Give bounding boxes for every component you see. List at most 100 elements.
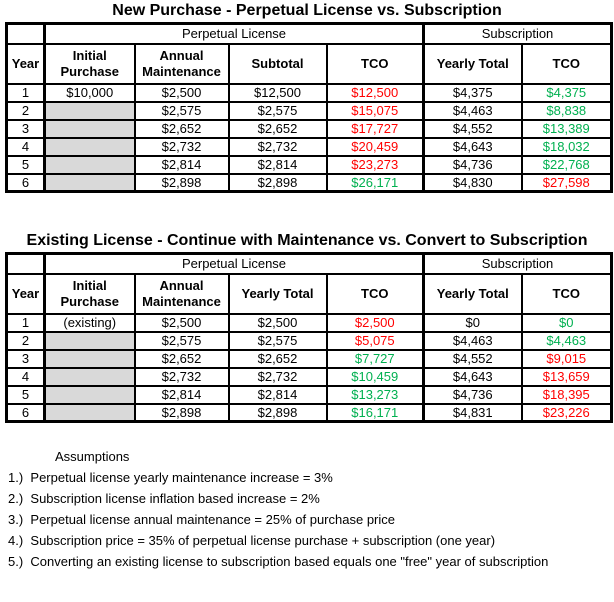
perpetual-tco-cell: $20,459 [325, 136, 425, 157]
subscription-yearly-total-cell: $4,643 [422, 366, 523, 387]
initial-purchase-cell [43, 348, 136, 369]
total-cell: $2,814 [227, 384, 328, 405]
initial-purchase-cell [43, 384, 136, 405]
assumptions-section: Assumptions 1.) Perpetual license yearly… [0, 447, 614, 572]
annual-maintenance-cell: $2,814 [133, 384, 230, 405]
subscription-yearly-total-cell: $4,463 [422, 100, 523, 121]
year-cell: 2 [5, 330, 46, 351]
table-row: 4 $2,732 $2,732 $10,459 $4,643 $13,659 [5, 366, 613, 387]
total-cell: $2,732 [227, 366, 328, 387]
existing-license-table-title: Existing License - Continue with Mainten… [26, 232, 588, 249]
subscription-yearly-total-cell: $4,643 [422, 136, 523, 157]
total-cell: $2,575 [227, 100, 328, 121]
table-row: 6 $2,898 $2,898 $16,171 $4,831 $23,226 [5, 402, 613, 423]
year-column-header: Year [5, 42, 46, 85]
year-cell: 2 [5, 100, 46, 121]
initial-purchase-cell [43, 330, 136, 351]
table-row: 1 (existing) $2,500 $2,500 $2,500 $0 $0 [5, 312, 613, 333]
assumption-item-3: 3.) Perpetual license annual maintenance… [8, 512, 395, 527]
perpetual-tco-cell: $15,075 [325, 100, 425, 121]
annual-maintenance-cell: $2,652 [133, 348, 230, 369]
total-cell: $2,732 [227, 136, 328, 157]
annual-maintenance-cell: $2,500 [133, 82, 230, 103]
perpetual-tco-cell: $17,727 [325, 118, 425, 139]
subtotal-column-header: Subtotal [227, 42, 328, 85]
subscription-tco-cell: $23,226 [520, 402, 613, 423]
perpetual-tco-cell: $5,075 [325, 330, 425, 351]
initial-purchase-cell [43, 402, 136, 423]
existing-license-table-body: 1 (existing) $2,500 $2,500 $2,500 $0 $0 2 $2,575… [5, 312, 613, 423]
assumption-item-5: 5.) Converting an existing license to su… [8, 554, 549, 569]
subscription-yearly-total-cell: $4,736 [422, 154, 523, 175]
initial-purchase-cell [43, 136, 136, 157]
year-cell: 1 [5, 312, 46, 333]
perpetual-tco-cell: $7,727 [325, 348, 425, 369]
table-row: 4 $2,732 $2,732 $20,459 $4,643 $18,032 [5, 136, 613, 157]
total-cell: $2,652 [227, 118, 328, 139]
table-row: 5 $2,814 $2,814 $23,273 $4,736 $22,768 [5, 154, 613, 175]
table-row: 2 $2,575 $2,575 $5,075 $4,463 $4,463 [5, 330, 613, 351]
perpetual-tco-cell: $13,273 [325, 384, 425, 405]
initial-purchase-cell [43, 172, 136, 193]
total-cell: $2,898 [227, 172, 328, 193]
initial-purchase-cell [43, 154, 136, 175]
subscription-tco-cell: $22,768 [520, 154, 613, 175]
initial-purchase-cell: $10,000 [43, 82, 136, 103]
subscription-tco-cell: $18,032 [520, 136, 613, 157]
subscription-tco-cell: $13,659 [520, 366, 613, 387]
year-cell: 5 [5, 154, 46, 175]
table-row: 5 $2,814 $2,814 $13,273 $4,736 $18,395 [5, 384, 613, 405]
subscription-yearly-total-cell: $4,830 [422, 172, 523, 193]
annual-maintenance-cell: $2,575 [133, 330, 230, 351]
corner-blank-cell [5, 22, 46, 45]
table-row: 3 $2,652 $2,652 $17,727 $4,552 $13,389 [5, 118, 613, 139]
perpetual-tco-cell: $2,500 [325, 312, 425, 333]
perpetual-tco-cell: $10,459 [325, 366, 425, 387]
table-row: 6 $2,898 $2,898 $26,171 $4,830 $27,598 [5, 172, 613, 193]
initial-purchase-column-header: Initial Purchase [43, 272, 136, 315]
perpetual-tco-cell: $12,500 [325, 82, 425, 103]
perpetual-tco-cell: $23,273 [325, 154, 425, 175]
column-header-row: Year Initial Purchase Annual Maintenance… [5, 272, 613, 315]
subscription-yearly-total-cell: $4,552 [422, 348, 523, 369]
total-cell: $2,575 [227, 330, 328, 351]
annual-maintenance-cell: $2,500 [133, 312, 230, 333]
group-header-row: Perpetual License Subscription [5, 252, 613, 275]
subscription-yearly-total-cell: $4,375 [422, 82, 523, 103]
annual-maintenance-cell: $2,732 [133, 366, 230, 387]
subscription-tco-cell: $18,395 [520, 384, 613, 405]
subscription-group-header: Subscription [422, 22, 613, 45]
perpetual-yearly-total-column-header: Yearly Total [227, 272, 328, 315]
assumptions-heading: Assumptions [55, 449, 130, 464]
annual-maintenance-cell: $2,898 [133, 402, 230, 423]
subscription-tco-cell: $0 [520, 312, 613, 333]
subscription-yearly-total-cell: $4,736 [422, 384, 523, 405]
column-header-row: Year Initial Purchase Annual Maintenance… [5, 42, 613, 85]
subscription-tco-cell: $9,015 [520, 348, 613, 369]
annual-maintenance-cell: $2,652 [133, 118, 230, 139]
perpetual-license-group-header: Perpetual License [42, 252, 425, 275]
subscription-group-header: Subscription [422, 252, 613, 275]
year-cell: 4 [5, 136, 46, 157]
group-header-row: Perpetual License Subscription [5, 22, 613, 45]
table-row: 2 $2,575 $2,575 $15,075 $4,463 $8,838 [5, 100, 613, 121]
new-purchase-table-body: 1 $10,000 $2,500 $12,500 $12,500 $4,375 $4,375… [5, 82, 613, 193]
annual-maintenance-cell: $2,898 [133, 172, 230, 193]
annual-maintenance-cell: $2,575 [133, 100, 230, 121]
year-cell: 1 [5, 82, 46, 103]
year-cell: 3 [5, 348, 46, 369]
perpetual-license-group-header: Perpetual License [42, 22, 425, 45]
year-cell: 3 [5, 118, 46, 139]
initial-purchase-cell [43, 100, 136, 121]
year-cell: 6 [5, 172, 46, 193]
existing-license-table: Perpetual License Subscription Year Init… [5, 252, 614, 423]
annual-maintenance-column-header: Annual Maintenance [133, 42, 230, 85]
perpetual-tco-column-header: TCO [325, 272, 425, 315]
subscription-yearly-total-column-header: Yearly Total [422, 272, 523, 315]
total-cell: $2,500 [227, 312, 328, 333]
year-cell: 6 [5, 402, 46, 423]
assumption-item-1: 1.) Perpetual license yearly maintenance… [8, 470, 333, 485]
subscription-yearly-total-cell: $4,552 [422, 118, 523, 139]
assumption-item-4: 4.) Subscription price = 35% of perpetua… [8, 533, 496, 548]
year-column-header: Year [5, 272, 46, 315]
